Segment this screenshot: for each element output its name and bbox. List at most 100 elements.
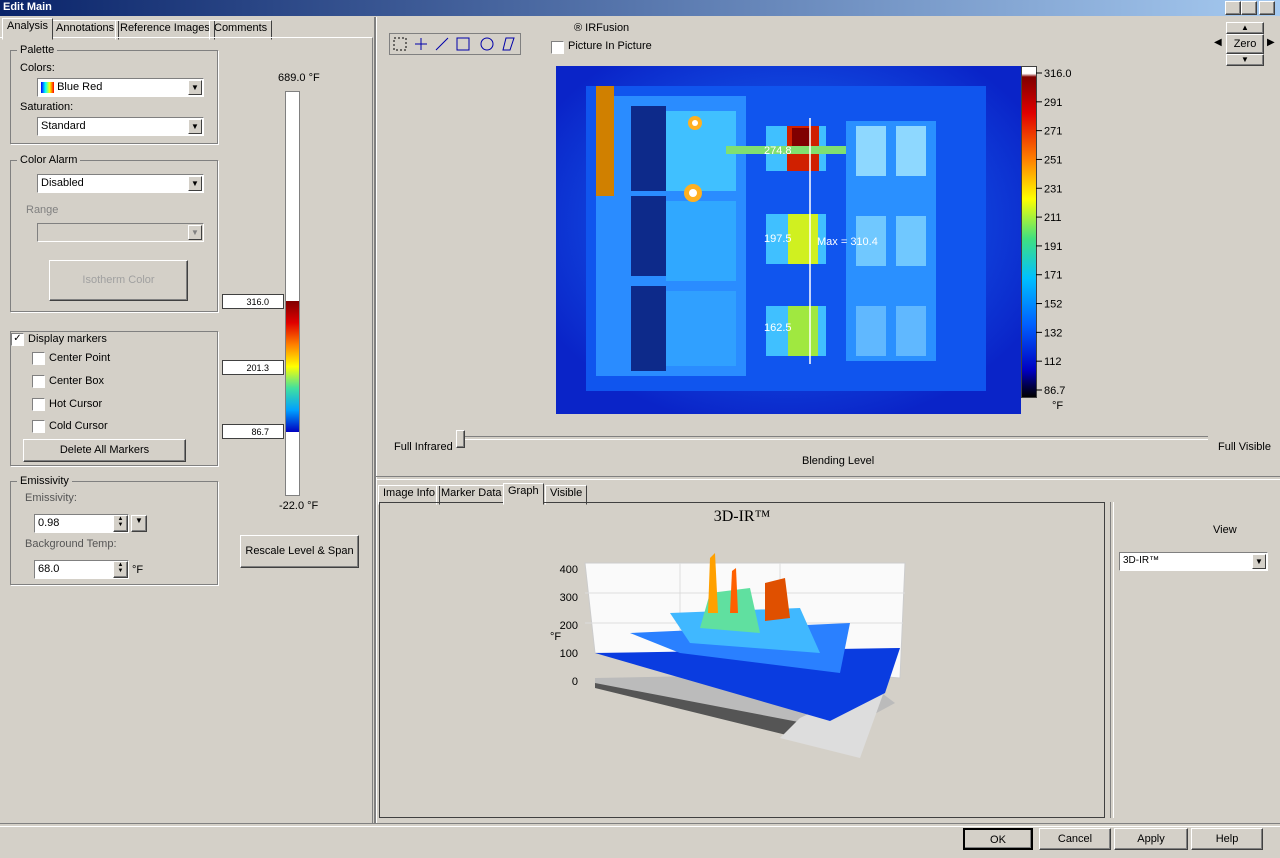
level-handle[interactable]: 86.7 [222,424,284,439]
color-scale [1021,66,1037,398]
apply-button[interactable]: Apply [1114,828,1188,850]
tab[interactable]: Comments [209,20,273,40]
y-tick-label: 100 [560,648,578,660]
nav-up[interactable]: ▲ [1226,22,1264,34]
minimize[interactable] [1225,1,1241,15]
divider [374,17,377,823]
saturation-combo[interactable]: Standard ▼ [37,117,204,136]
combo-value: Disabled [41,177,84,189]
graph-panel: 3D-IR™ 400 300 200 100 0 °F [379,502,1105,818]
y-tick-label: 400 [560,564,578,576]
label: Emissivity: [25,492,77,504]
separator [376,476,1280,480]
checkbox[interactable]: ✓ [11,333,24,346]
help-button[interactable]: Help [1191,828,1263,850]
markers-group: ✓ Display markers Center Point Center Bo… [10,331,218,466]
blend-label: Blending Level [802,455,875,467]
input-value: 0.98 [38,517,60,529]
cancel-button[interactable]: Cancel [1039,828,1111,850]
checkbox[interactable] [32,375,45,388]
tab[interactable]: Analysis [2,18,53,40]
max-label: Max = 310.4 [817,236,878,248]
combo-value: Blue Red [57,81,103,93]
scale-tick-label: 112 [1044,356,1062,368]
window-title: Edit Main [3,1,52,13]
separator [1110,502,1114,818]
colors-combo[interactable]: Blue Red ▼ [37,78,204,97]
input-value: 68.0 [38,563,60,575]
dropdown[interactable]: ▼ [131,515,147,532]
level-span [286,301,299,432]
toolbar [389,33,521,55]
label: Center Box [49,375,105,387]
isotherm-button: Isotherm Color [49,260,188,301]
thermal-image: 274.8 197.5 162.5 Max = 310.4 [556,66,1021,414]
handle-value: 86.7 [251,427,269,437]
zero-button[interactable]: Zero [1226,34,1264,54]
nav-right[interactable]: ▶ [1267,37,1275,48]
checkbox[interactable] [32,420,45,433]
checkbox[interactable] [32,398,45,411]
tab[interactable]: Image Info [378,485,440,505]
emissivity-group: Emissivity Emissivity: 0.98 ▲ ▼ ▼ Backgro… [10,475,218,585]
blend-left: Full Infrared [394,441,453,453]
ok-button[interactable]: OK [963,828,1033,850]
group-label: Color Alarm [17,154,81,166]
checkbox[interactable] [551,41,564,54]
scale-unit: °F [1052,400,1063,412]
range-combo: ▼ [37,223,204,242]
level-handle[interactable]: 316.0 [222,294,284,309]
scale-tick-label: 86.7 [1044,385,1065,397]
nav-pad: ▲ Zero ▼ ◀ ▶ [1214,22,1276,66]
color-alarm-group: Color Alarm Disabled ▼ Range ▼ Isotherm C… [10,154,218,312]
delete-markers-button[interactable]: Delete All Markers [23,439,186,462]
handle-value: 201.3 [246,363,269,373]
level-handle[interactable]: 201.3 [222,360,284,375]
restore[interactable] [1241,1,1257,15]
spot-label: 274.8 [764,145,792,157]
background-input[interactable]: 68.0 [34,560,129,579]
scale-tick-label: 271 [1044,126,1062,138]
y-tick-label: 0 [572,676,578,688]
y-tick-label: 200 [560,620,578,632]
scale-tick-label: 251 [1044,154,1062,166]
combo-value: 3D-IR™ [1123,555,1160,566]
view-combo[interactable]: 3D-IR™ ▼ [1119,552,1268,571]
scale-tick-label: 191 [1044,241,1062,253]
combo-value: Standard [41,120,86,132]
level-track [285,91,300,496]
spot-label: 162.5 [764,322,792,334]
scale-tick-label: 152 [1044,299,1062,311]
nav-down[interactable]: ▼ [1226,54,1264,66]
rescale-button[interactable]: Rescale Level & Span [240,535,359,568]
spinner[interactable]: ▲ ▼ [113,515,128,532]
alarm-combo[interactable]: Disabled ▼ [37,174,204,193]
tab[interactable]: Graph [503,483,544,505]
slider-bottom: -22.0 °F [279,500,319,512]
emissivity-input[interactable]: 0.98 [34,514,129,533]
label: Picture In Picture [568,40,652,52]
tab[interactable]: Reference Images [115,20,215,40]
spinner[interactable]: ▲ ▼ [113,561,128,578]
tab[interactable]: Visible [545,485,588,505]
axis-label: °F [550,631,561,643]
scale-tick-label: 231 [1044,183,1062,195]
scale-tick-label: 291 [1044,97,1062,109]
group-label: Palette [17,44,58,56]
graph-title: 3D-IR™ [714,508,771,525]
label: Cold Cursor [49,420,108,432]
slider-top: 689.0 °F [278,72,320,84]
scale-tick-label: 211 [1044,212,1062,224]
close[interactable] [1259,1,1275,15]
irfusion: ® IRFusion [574,22,630,34]
label: Range [26,204,59,216]
palette-group: Palette Colors: Blue Red ▼ Saturation: St… [10,44,218,144]
checkbox[interactable] [32,352,45,365]
nav-left[interactable]: ◀ [1214,37,1222,48]
blend-thumb[interactable] [456,430,465,448]
view-label: View [1213,524,1237,536]
tool-icons[interactable] [390,34,520,54]
label: Background Temp: [25,538,117,550]
blend-track [460,436,1208,440]
